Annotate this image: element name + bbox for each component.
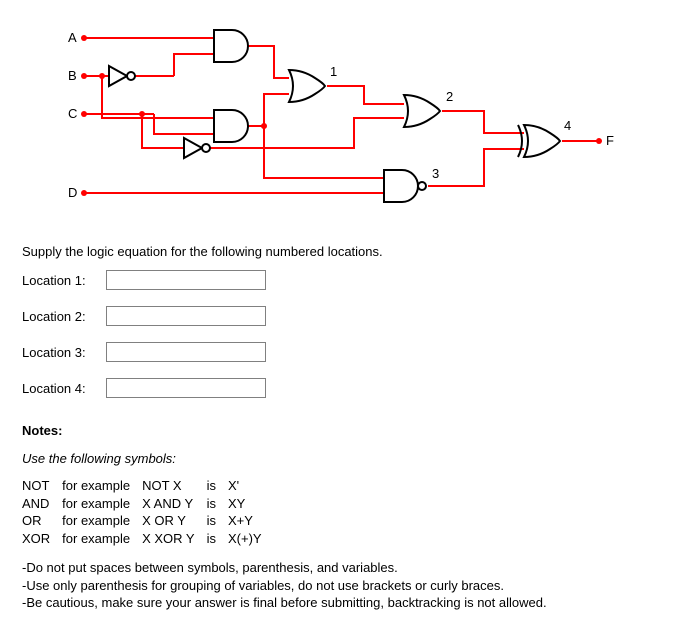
input-label-c: C <box>68 106 77 121</box>
table-row: OR for example X OR Y is X+Y <box>22 512 274 530</box>
location-4-row: Location 4: <box>22 378 675 398</box>
gate-or-1 <box>289 70 325 102</box>
gate-number-1: 1 <box>330 64 337 79</box>
gate-number-4: 4 <box>564 118 571 133</box>
sym-cell: is <box>207 512 228 530</box>
input-label-a: A <box>68 30 77 45</box>
input-label-b: B <box>68 68 77 83</box>
rules-block: -Do not put spaces between symbols, pare… <box>22 559 675 612</box>
output-label-f: F <box>606 133 614 148</box>
gate-or-2 <box>404 95 440 127</box>
location-4-input[interactable] <box>106 378 266 398</box>
gate-nand-3 <box>384 170 426 202</box>
table-row: XOR for example X XOR Y is X(+)Y <box>22 530 274 548</box>
rule-line: -Do not put spaces between symbols, pare… <box>22 559 675 577</box>
location-1-row: Location 1: <box>22 270 675 290</box>
rule-line: -Be cautious, make sure your answer is f… <box>22 594 675 612</box>
table-row: AND for example X AND Y is XY <box>22 495 274 513</box>
location-1-label: Location 1: <box>22 272 102 290</box>
sym-cell: for example <box>62 530 142 548</box>
sym-cell: X XOR Y <box>142 530 207 548</box>
gate-number-2: 2 <box>446 89 453 104</box>
gate-not-b <box>109 66 135 86</box>
location-3-label: Location 3: <box>22 344 102 362</box>
gate-xor-4 <box>518 125 560 157</box>
sym-cell: X+Y <box>228 512 274 530</box>
input-label-d: D <box>68 185 77 200</box>
sym-cell: AND <box>22 495 62 513</box>
location-4-label: Location 4: <box>22 380 102 398</box>
sym-cell: OR <box>22 512 62 530</box>
location-2-row: Location 2: <box>22 306 675 326</box>
sym-cell: is <box>207 477 228 495</box>
sym-cell: for example <box>62 512 142 530</box>
notes-subheading: Use the following symbols: <box>22 450 675 468</box>
notes-heading: Notes: <box>22 422 675 440</box>
rule-line: -Use only parenthesis for grouping of va… <box>22 577 675 595</box>
sym-cell: X' <box>228 477 274 495</box>
sym-cell: X(+)Y <box>228 530 274 548</box>
gate-not-c <box>184 138 210 158</box>
sym-cell: is <box>207 530 228 548</box>
sym-cell: X OR Y <box>142 512 207 530</box>
question-prompt: Supply the logic equation for the follow… <box>22 243 675 261</box>
gate-number-3: 3 <box>432 166 439 181</box>
sym-cell: NOT X <box>142 477 207 495</box>
gate-and-top <box>214 30 248 62</box>
sym-cell: X AND Y <box>142 495 207 513</box>
location-3-input[interactable] <box>106 342 266 362</box>
location-3-row: Location 3: <box>22 342 675 362</box>
sym-cell: XY <box>228 495 274 513</box>
table-row: NOT for example NOT X is X' <box>22 477 274 495</box>
gate-and-bot <box>214 110 248 142</box>
sym-cell: is <box>207 495 228 513</box>
location-1-input[interactable] <box>106 270 266 290</box>
sym-cell: NOT <box>22 477 62 495</box>
logic-circuit-diagram: A B C D F 1 2 3 4 <box>54 18 675 223</box>
symbol-table: NOT for example NOT X is X' AND for exam… <box>22 477 274 547</box>
location-2-input[interactable] <box>106 306 266 326</box>
location-2-label: Location 2: <box>22 308 102 326</box>
sym-cell: XOR <box>22 530 62 548</box>
circuit-svg: A B C D F 1 2 3 4 <box>54 18 614 218</box>
sym-cell: for example <box>62 477 142 495</box>
sym-cell: for example <box>62 495 142 513</box>
